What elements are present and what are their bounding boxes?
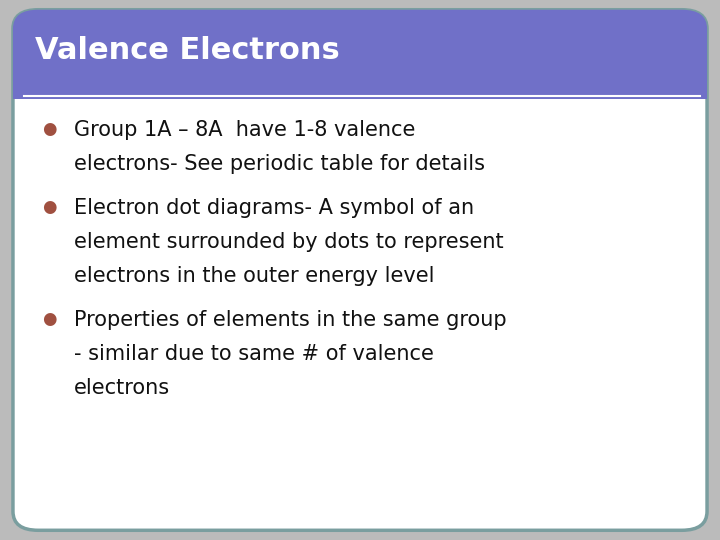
- Text: Group 1A – 8A  have 1-8 valence: Group 1A – 8A have 1-8 valence: [74, 120, 415, 140]
- Text: Valence Electrons: Valence Electrons: [35, 36, 339, 65]
- Text: element surrounded by dots to represent: element surrounded by dots to represent: [74, 232, 504, 252]
- FancyBboxPatch shape: [13, 10, 707, 99]
- FancyBboxPatch shape: [13, 10, 707, 530]
- Text: electrons- See periodic table for details: electrons- See periodic table for detail…: [74, 154, 485, 174]
- Text: - similar due to same # of valence: - similar due to same # of valence: [74, 344, 434, 364]
- Bar: [13, 59, 707, 99]
- Text: Electron dot diagrams- A symbol of an: Electron dot diagrams- A symbol of an: [74, 198, 474, 218]
- Text: ●: ●: [42, 310, 56, 328]
- Text: Properties of elements in the same group: Properties of elements in the same group: [74, 310, 507, 330]
- Text: ●: ●: [42, 198, 56, 216]
- Text: ●: ●: [42, 120, 56, 138]
- Text: electrons in the outer energy level: electrons in the outer energy level: [74, 266, 435, 286]
- Text: electrons: electrons: [74, 378, 171, 398]
